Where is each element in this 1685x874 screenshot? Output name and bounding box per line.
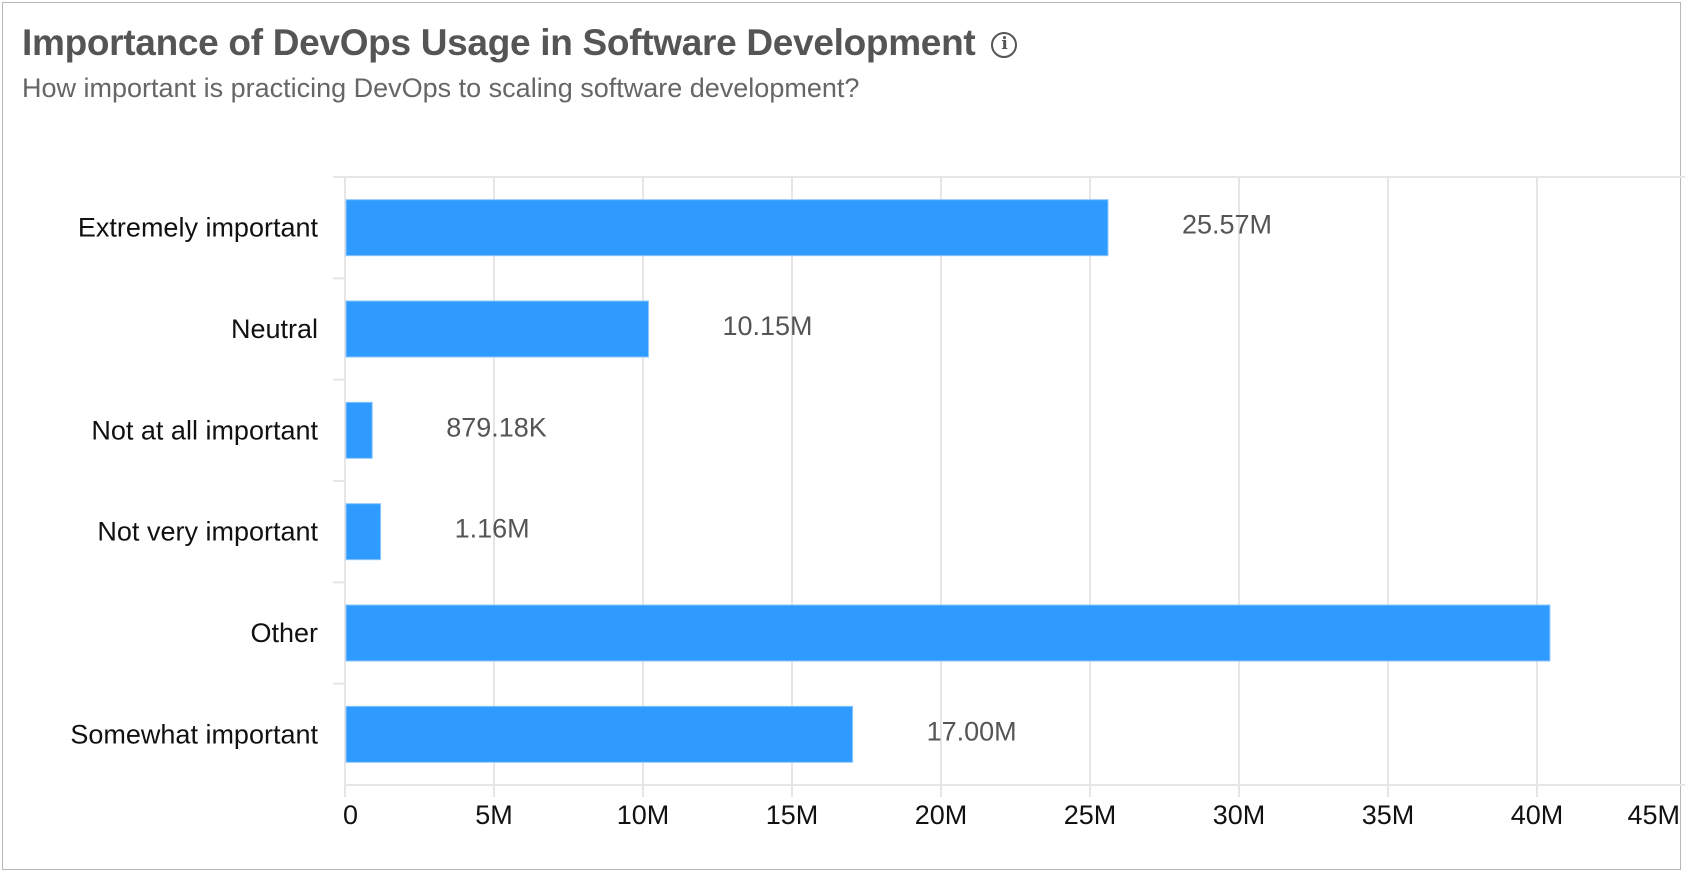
x-tick-label: 40M [1511,800,1564,830]
category-label: Other [250,618,318,648]
bar [345,401,373,459]
category-label: Extremely important [78,213,319,243]
data-label: 10.15M [722,311,812,341]
category-label: Not very important [97,517,318,547]
x-tick-label: 20M [915,800,968,830]
data-label: 1.16M [455,514,530,544]
info-circle-icon[interactable]: i [991,32,1018,59]
chart-subtitle: How important is practicing DevOps to sc… [22,73,860,103]
x-tick-label: 45M [1627,800,1680,830]
x-tick-label: 5M [475,800,513,830]
category-label: Somewhat important [70,719,318,749]
category-label: Not at all important [91,415,318,445]
chart-title-text: Importance of DevOps Usage in Software D… [22,22,976,63]
data-label: 17.00M [927,716,1017,746]
x-tick-label: 25M [1064,800,1117,830]
x-tick-label: 15M [766,800,819,830]
x-tick-label: 0 [343,800,358,830]
bar [345,199,1109,257]
x-tick-label: 10M [617,800,670,830]
category-label: Neutral [231,314,318,344]
bar [345,604,1551,662]
bar [345,300,649,358]
data-label: 25.57M [1182,210,1272,240]
bar [345,503,382,561]
chart-title: Importance of DevOps Usage in Software D… [22,22,1018,64]
data-label: 879.18K [446,412,547,442]
x-tick-label: 30M [1213,800,1266,830]
bar [345,705,854,763]
x-tick-label: 35M [1362,800,1415,830]
